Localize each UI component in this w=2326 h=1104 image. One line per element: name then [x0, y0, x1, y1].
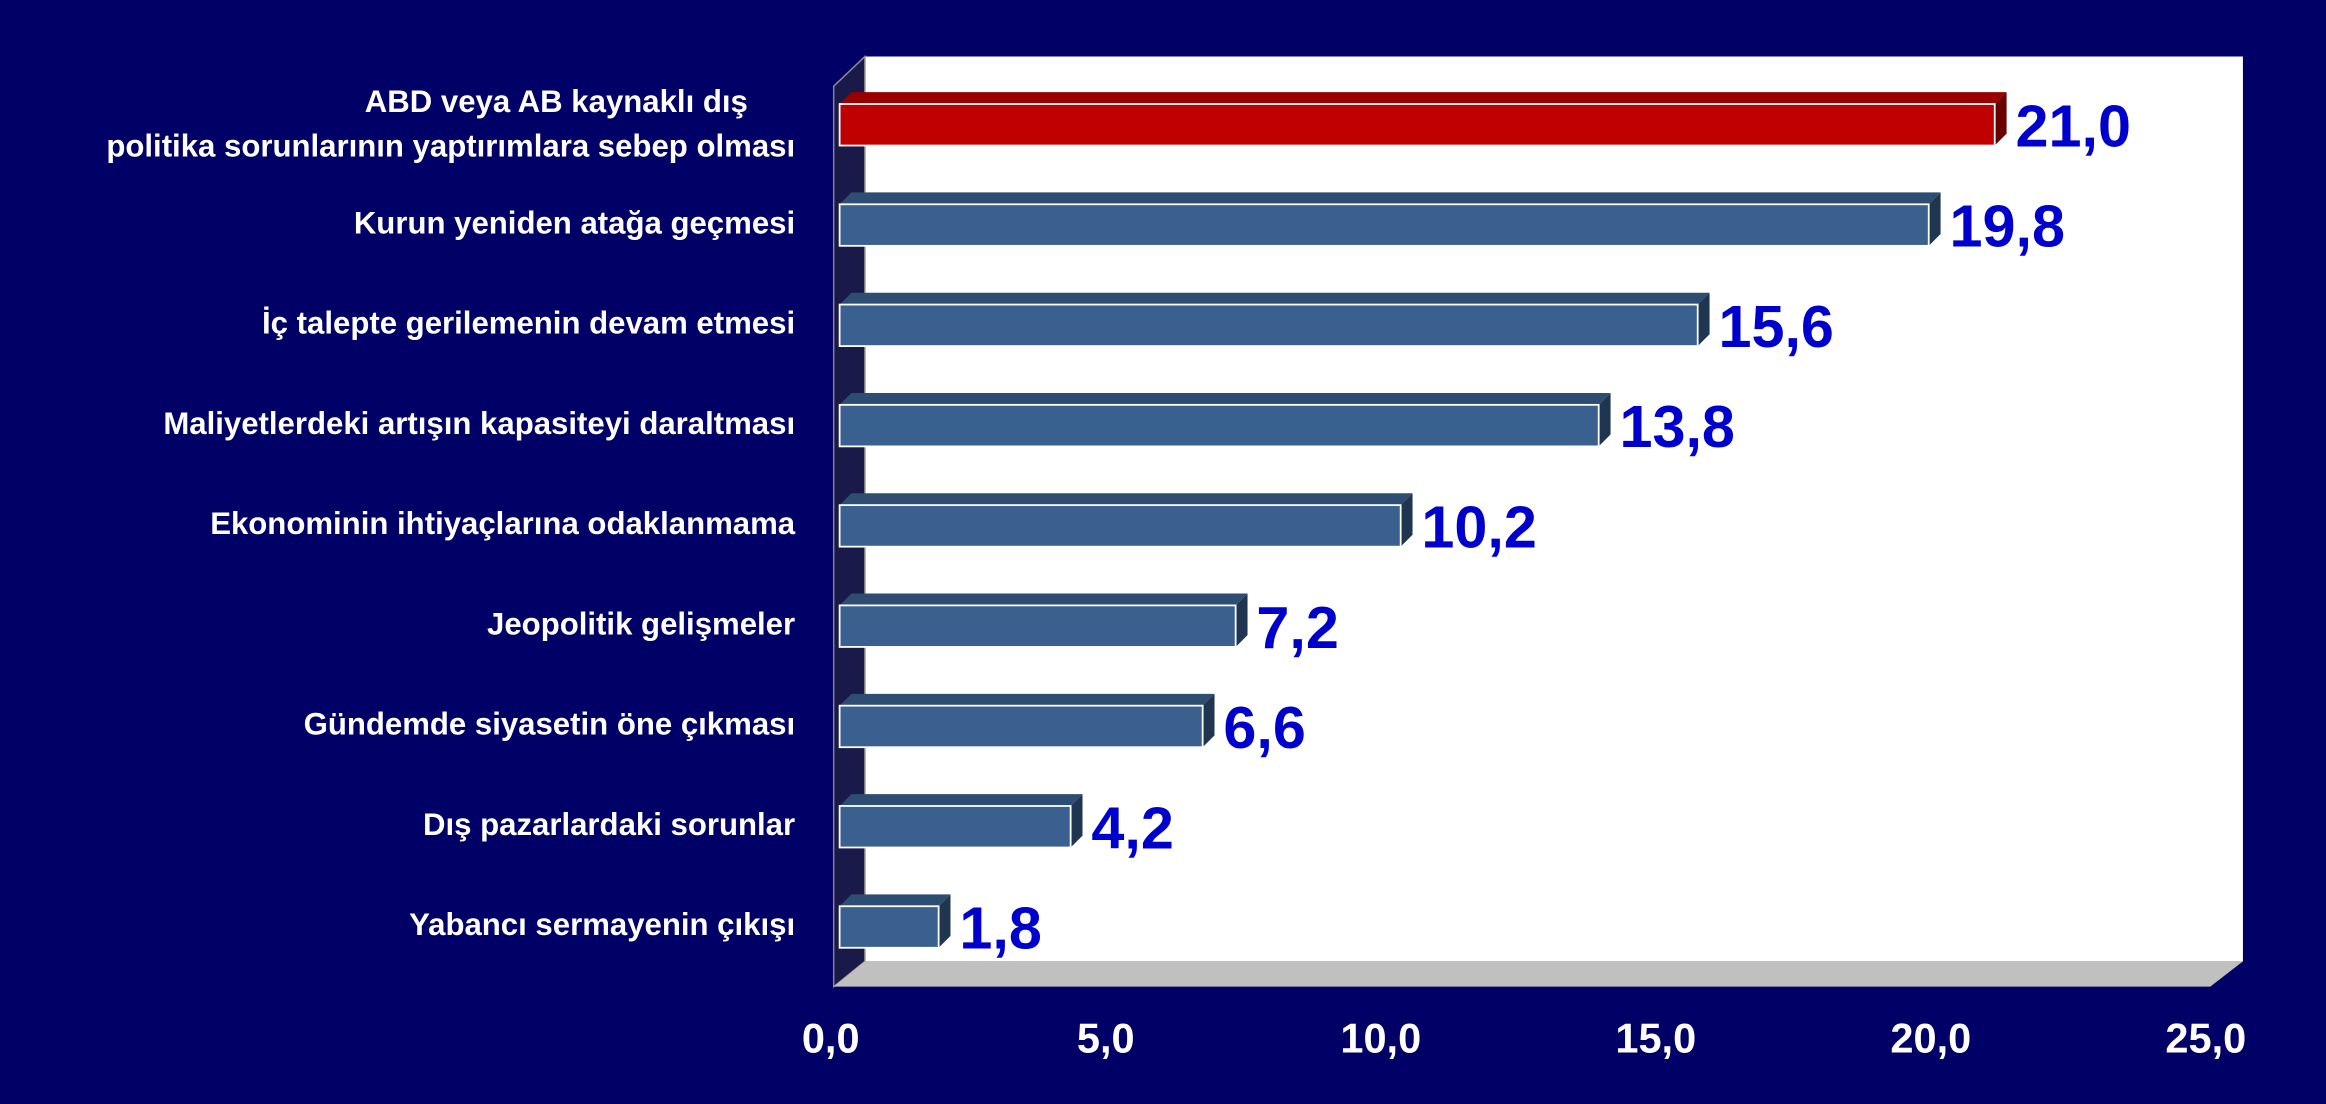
bar	[838, 203, 1930, 247]
category-label: İç talepte gerilemenin devam etmesi	[262, 306, 795, 341]
bar-top	[839, 593, 1248, 606]
bar-top	[839, 493, 1413, 506]
value-label: 1,8	[959, 895, 1041, 962]
bar-top	[839, 392, 1611, 405]
bar-top	[839, 192, 1941, 205]
category-label: Ekonominin ihtiyaçlarına odaklanmama	[210, 506, 796, 541]
bar	[838, 905, 940, 949]
category-label: Kurun yeniden atağa geçmesi	[354, 205, 795, 240]
bar	[838, 303, 1699, 347]
category-label: Maliyetlerdeki artışın kapasiteyi daralt…	[163, 406, 795, 441]
bar	[838, 103, 1996, 147]
x-tick-label: 5,0	[1077, 1014, 1135, 1061]
bar	[838, 704, 1204, 749]
x-tick-label: 10,0	[1340, 1014, 1421, 1061]
bar-top	[839, 92, 2007, 105]
x-tick-label: 15,0	[1615, 1014, 1696, 1061]
value-label: 7,2	[1256, 594, 1338, 661]
bar-top	[839, 693, 1215, 706]
bar-side	[1235, 593, 1248, 647]
bar-side	[1928, 192, 1941, 246]
value-label: 15,6	[1718, 293, 1833, 360]
category-label: Gündemde siyasetin öne çıkması	[304, 707, 796, 742]
x-tick-label: 0,0	[802, 1014, 860, 1061]
category-label: Yabancı sermayenin çıkışı	[409, 907, 795, 942]
bar	[838, 604, 1237, 648]
value-label: 4,2	[1091, 794, 1173, 861]
value-label: 19,8	[1949, 193, 2064, 260]
bar-side	[1697, 292, 1710, 347]
value-label: 13,8	[1619, 393, 1734, 460]
bar-side	[938, 894, 951, 948]
x-tick-label: 20,0	[1890, 1014, 1971, 1061]
category-label: Dış pazarlardaki sorunlar	[423, 807, 795, 842]
bar-top	[839, 894, 951, 907]
bar	[838, 805, 1072, 849]
x-tick-label: 25,0	[2165, 1014, 2246, 1061]
value-label: 6,6	[1223, 694, 1305, 761]
bar	[838, 403, 1600, 448]
bar	[838, 504, 1402, 548]
bar-side	[1070, 794, 1083, 848]
bar-top	[839, 292, 1710, 305]
bar-side	[1994, 92, 2007, 146]
category-label: ABD veya AB kaynaklı dış politika sorunl…	[106, 84, 795, 164]
value-label: 10,2	[1421, 493, 1536, 560]
bar-side	[1598, 392, 1611, 447]
value-label: 21,0	[2015, 92, 2130, 159]
bar-side	[1400, 493, 1413, 547]
bar-top	[839, 794, 1083, 806]
category-label: Jeopolitik gelişmeler	[487, 606, 795, 641]
bar-side	[1202, 693, 1215, 748]
plot-floor	[833, 961, 2243, 987]
